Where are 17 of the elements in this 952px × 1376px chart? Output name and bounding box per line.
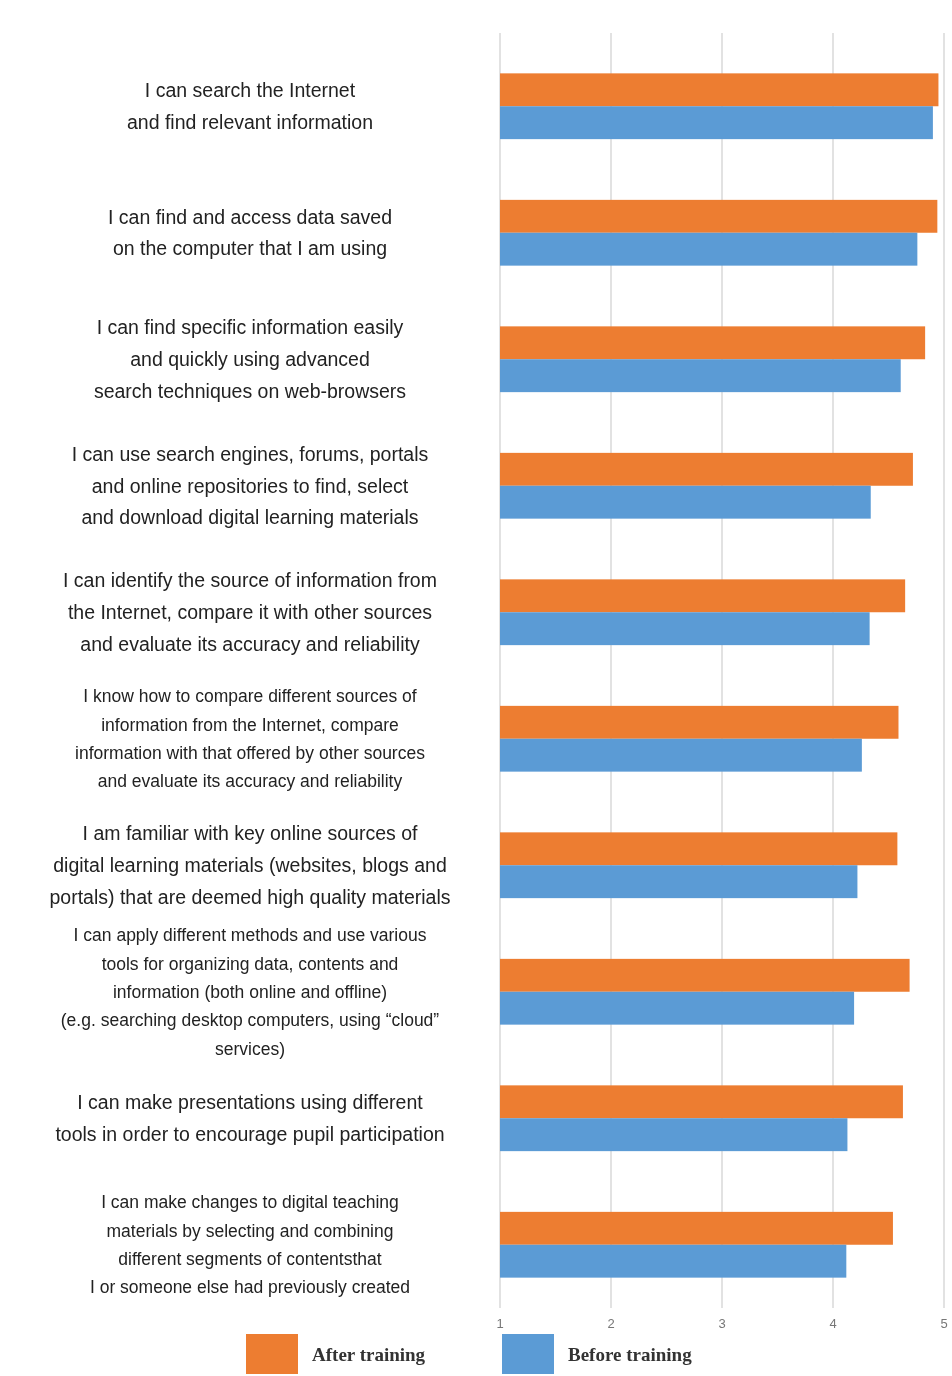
- x-tick-label: 5: [940, 1316, 948, 1331]
- y-tick-label: I can identify the source of information from the Internet, compare it with other sources and evaluate its accuracy and reliability: [63, 569, 437, 655]
- legend-label: Before training: [568, 1344, 693, 1365]
- x-tick-label: 3: [718, 1316, 726, 1331]
- y-tick-label: I can make changes to digital teaching materials by selecting and combining different segments of contentsthat I or someone else had previously created: [89, 1192, 411, 1298]
- y-tick-label: I can make presentations using different tools in order to encourage pupil participation: [55, 1091, 445, 1145]
- legend-label: After training: [312, 1344, 426, 1365]
- y-tick-label: I can use search engines, forums, portals and online repositories to find, select and download digital learning materials: [71, 442, 429, 529]
- x-tick-label: 2: [607, 1316, 615, 1331]
- y-tick-label: I am familiar with key online sources of digital learning materials (websites, blogs and portals) that are deemed high quality materials: [49, 822, 451, 908]
- x-tick-label: 1: [496, 1316, 504, 1331]
- y-tick-label: I can find specific information easily and quickly using advanced search techniques on web-browsers: [93, 316, 407, 402]
- x-tick-label: 4: [829, 1316, 837, 1331]
- y-tick-label: I can apply different methods and use various tools for organizing data, contents and information (both online and offline) (e.g. searching desktop computers, using “cloud” services): [60, 925, 440, 1059]
- y-tick-label: I know how to compare different sources of information from the Internet, compare information with that offered by other sources and evaluate its accuracy and reliability: [75, 686, 426, 792]
- y-tick-label: I can find and access data saved on the computer that I am using: [107, 205, 393, 260]
- y-tick-label: I can search the Internet and find relevant information: [126, 79, 374, 133]
